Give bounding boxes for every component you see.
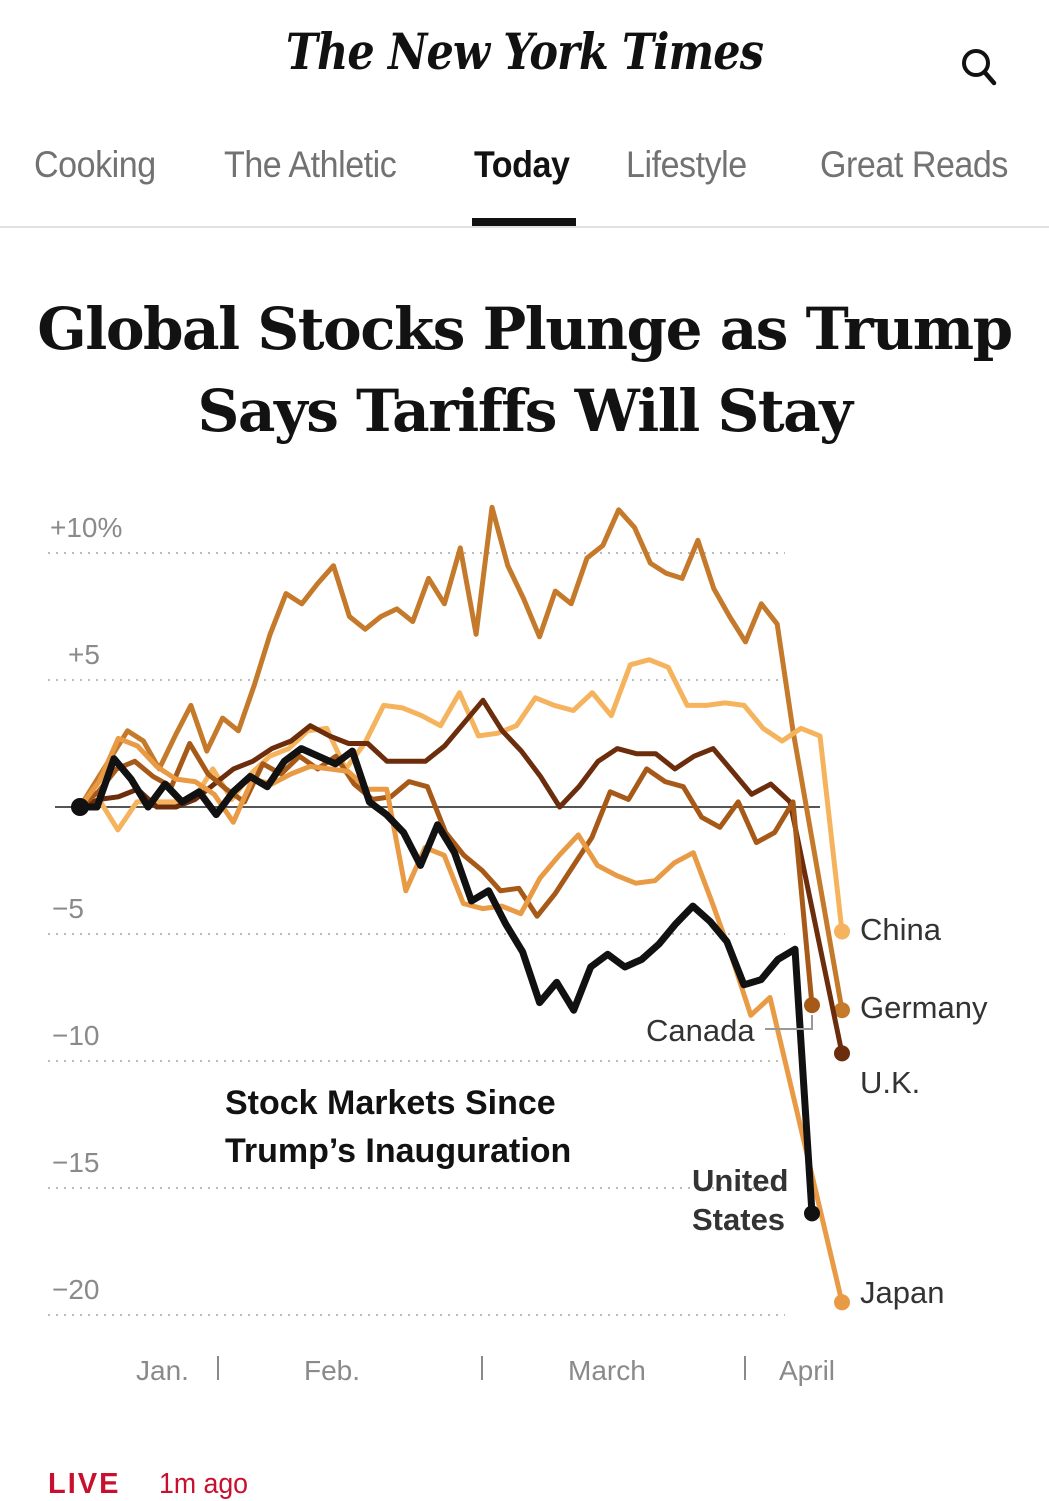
y-tick-label: −15 xyxy=(52,1147,100,1178)
search-icon xyxy=(962,49,997,86)
series-line-germany xyxy=(77,504,845,1013)
x-month-label: Feb. xyxy=(304,1355,360,1386)
series-line-united-states xyxy=(76,745,816,1217)
headline-line-1: Global Stocks Plunge as Trump xyxy=(37,295,1013,363)
y-tick-label: −20 xyxy=(52,1274,100,1305)
x-month-label: Jan. xyxy=(136,1355,189,1386)
nav-item-lifestyle[interactable]: Lifestyle xyxy=(626,144,747,185)
series-label: States xyxy=(692,1202,785,1237)
series-end-dot xyxy=(834,1294,850,1311)
series-end-dot xyxy=(804,997,820,1014)
start-dot xyxy=(71,798,89,816)
line-chart-svg: +10% +5 −5 −10 −15 −20 Jan. Feb. March April China… xyxy=(48,504,988,1386)
series-end-dot xyxy=(834,1002,850,1019)
series-label: United xyxy=(692,1163,788,1198)
live-timestamp: 1m ago xyxy=(158,1468,248,1500)
series-label: Japan xyxy=(860,1275,944,1310)
series-end-dot xyxy=(804,1205,820,1222)
x-month-label: April xyxy=(779,1355,835,1386)
search-button[interactable] xyxy=(956,44,1002,90)
series-line-china xyxy=(77,657,845,934)
y-tick-label: +10% xyxy=(50,512,122,543)
chart-title-line-1: Stock Markets Since xyxy=(225,1084,556,1122)
live-badge: LIVE xyxy=(48,1468,121,1500)
chart-title-line-2: Trump’s Inauguration xyxy=(225,1132,571,1170)
y-tick-label: −5 xyxy=(52,893,84,924)
y-tick-label: +5 xyxy=(68,639,100,670)
live-status[interactable]: LIVE 1m ago xyxy=(48,1468,255,1501)
article-headline[interactable]: Global Stocks Plunge as Trump Says Tarif… xyxy=(0,288,1049,452)
nav-item-the-athletic[interactable]: The Athletic xyxy=(224,144,397,185)
y-tick-label: −10 xyxy=(52,1020,100,1051)
nav-item-cooking[interactable]: Cooking xyxy=(34,144,156,185)
headline-line-2: Says Tariffs Will Stay xyxy=(197,377,853,445)
stock-markets-chart: +10% +5 −5 −10 −15 −20 Jan. Feb. March April China… xyxy=(0,480,1049,1400)
series-label: Canada xyxy=(646,1013,755,1048)
series-end-dot xyxy=(834,923,850,940)
section-nav: Cooking The Athletic Today Lifestyle Gre… xyxy=(0,128,1049,228)
masthead: The New York Times xyxy=(0,0,1049,120)
nav-item-today[interactable]: Today xyxy=(474,144,570,185)
series-label: Germany xyxy=(860,990,988,1025)
x-month-label: March xyxy=(568,1355,646,1386)
canada-leader-line xyxy=(765,1015,813,1030)
nyt-logo[interactable]: The New York Times xyxy=(285,22,764,81)
series-label: U.K. xyxy=(860,1065,920,1100)
nav-item-great-reads[interactable]: Great Reads xyxy=(820,144,1008,185)
series-line-japan xyxy=(77,735,845,1305)
active-tab-indicator xyxy=(472,218,576,226)
series-label: China xyxy=(860,912,942,947)
series-end-dot xyxy=(834,1045,850,1062)
